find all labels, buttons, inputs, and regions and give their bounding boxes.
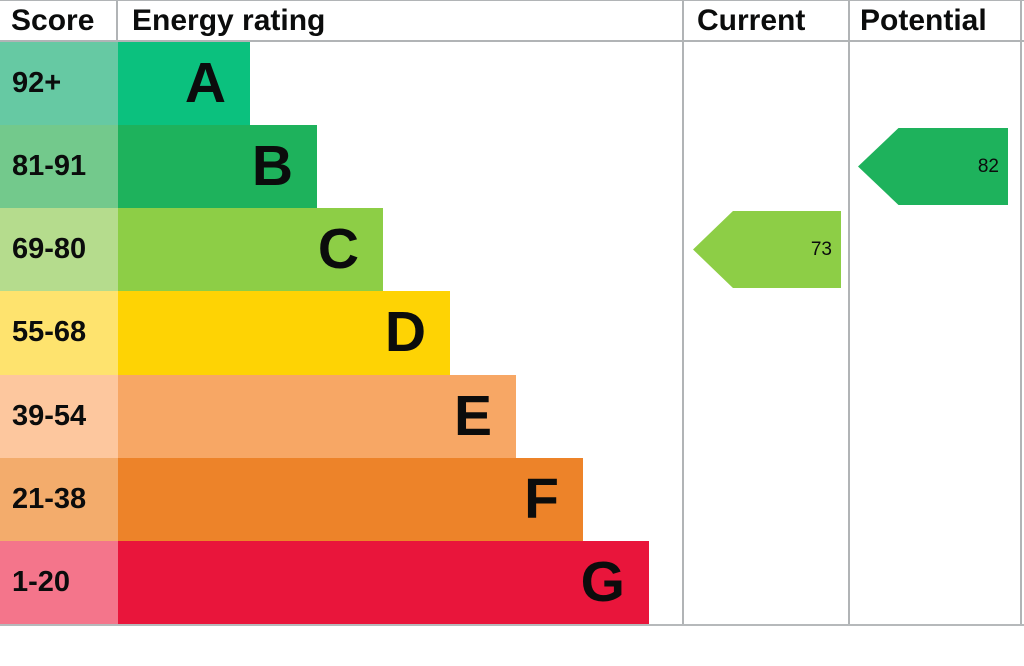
score-cell-e: 39-54 [0,374,118,458]
rating-bar-a: A [118,42,250,126]
current-value: 73 [810,239,832,260]
column-divider-current [682,0,684,626]
score-cell-b: 81-91 [0,125,118,209]
band-row-b: 81-91 B [0,125,1024,209]
header-row: Score Energy rating Current Potential [0,0,1024,42]
header-current: Current [682,1,848,40]
rating-letter: C [317,217,359,282]
rating-letter: D [384,300,426,365]
score-range-label: 1-20 [12,565,71,598]
band-row-c: 69-80 C [0,208,1024,292]
score-cell-f: 21-38 [0,457,118,541]
score-range-label: 81-91 [12,150,87,183]
potential-value: 82 [977,156,999,177]
rating-letter: B [251,134,293,199]
header-energy-rating: Energy rating [118,1,682,40]
rating-letter: G [580,549,625,614]
band-row-d: 55-68 D [0,291,1024,375]
score-cell-c: 69-80 [0,208,118,292]
column-divider-right-edge [1020,0,1022,626]
header-potential-label: Potential [860,3,987,37]
header-score: Score [0,1,118,40]
band-row-f: 21-38 F [0,457,1024,541]
score-range-label: 21-38 [12,482,87,515]
header-energy-rating-label: Energy rating [132,3,326,37]
score-range-label: 55-68 [12,316,87,349]
score-cell-d: 55-68 [0,291,118,375]
score-range-label: 92+ [12,67,62,100]
band-row-e: 39-54 E [0,374,1024,458]
score-cell-a: 92+ [0,42,118,126]
score-range-label: 39-54 [12,399,87,432]
rating-bar-e: E [118,374,516,458]
rating-bar-b: B [118,125,317,209]
band-row-g: 1-20 G [0,540,1024,624]
rating-letter: E [453,383,492,448]
header-score-label: Score [11,3,95,37]
rating-letter: F [524,466,559,531]
score-cell-g: 1-20 [0,540,118,624]
rating-bar-f: F [118,457,583,541]
bottom-rule [0,624,1024,626]
column-divider-potential [848,0,850,626]
band-row-a: 92+ A [0,42,1024,126]
header-potential: Potential [848,1,1024,40]
rating-bar-g: G [118,540,649,624]
rating-bar-d: D [118,291,450,375]
bands: 92+ A 81-91 B 69-80 C 55-68 D 39-54 E 21-38 F 1-20 G [0,42,1024,624]
score-range-label: 69-80 [12,233,87,266]
header-current-label: Current [697,3,806,37]
rating-letter: A [184,51,226,116]
rating-bar-c: C [118,208,383,292]
